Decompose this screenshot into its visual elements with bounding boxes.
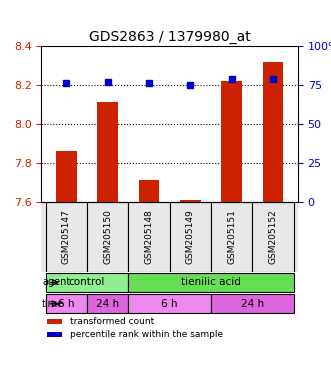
Text: 6 h: 6 h (58, 299, 74, 309)
FancyBboxPatch shape (45, 273, 128, 292)
FancyBboxPatch shape (87, 202, 128, 272)
Text: transformed count: transformed count (70, 316, 154, 326)
Bar (56, 151, 76, 202)
Bar (263, 62, 283, 202)
FancyBboxPatch shape (128, 202, 170, 272)
Text: GSM205147: GSM205147 (62, 209, 71, 264)
Point (146, 80, 152, 86)
Text: GSM205150: GSM205150 (103, 209, 112, 264)
Point (188, 82, 193, 88)
Point (270, 76, 276, 82)
Point (229, 76, 234, 82)
Title: GDS2863 / 1379980_at: GDS2863 / 1379980_at (89, 30, 251, 44)
Text: GSM205152: GSM205152 (268, 209, 278, 264)
Text: time: time (42, 299, 64, 309)
FancyBboxPatch shape (211, 202, 253, 272)
Bar (180, 200, 201, 202)
Text: GSM205148: GSM205148 (144, 209, 154, 264)
Text: 24 h: 24 h (96, 299, 119, 309)
Bar (46, 319, 62, 323)
Text: tienilic acid: tienilic acid (181, 277, 241, 288)
FancyBboxPatch shape (128, 294, 211, 313)
Point (64, 80, 69, 86)
FancyBboxPatch shape (45, 294, 87, 313)
Text: GSM205151: GSM205151 (227, 209, 236, 264)
FancyBboxPatch shape (211, 294, 294, 313)
Text: percentile rank within the sample: percentile rank within the sample (70, 330, 223, 339)
Bar (46, 332, 62, 337)
Text: 24 h: 24 h (241, 299, 264, 309)
Bar (97, 103, 118, 202)
FancyBboxPatch shape (128, 273, 294, 292)
Point (105, 79, 110, 85)
FancyBboxPatch shape (253, 202, 294, 272)
Text: control: control (69, 277, 105, 288)
FancyBboxPatch shape (170, 202, 211, 272)
FancyBboxPatch shape (87, 294, 128, 313)
FancyBboxPatch shape (45, 202, 87, 272)
Bar (139, 180, 159, 202)
Text: agent: agent (42, 277, 71, 288)
Bar (221, 81, 242, 202)
Text: 6 h: 6 h (162, 299, 178, 309)
Text: GSM205149: GSM205149 (186, 209, 195, 264)
